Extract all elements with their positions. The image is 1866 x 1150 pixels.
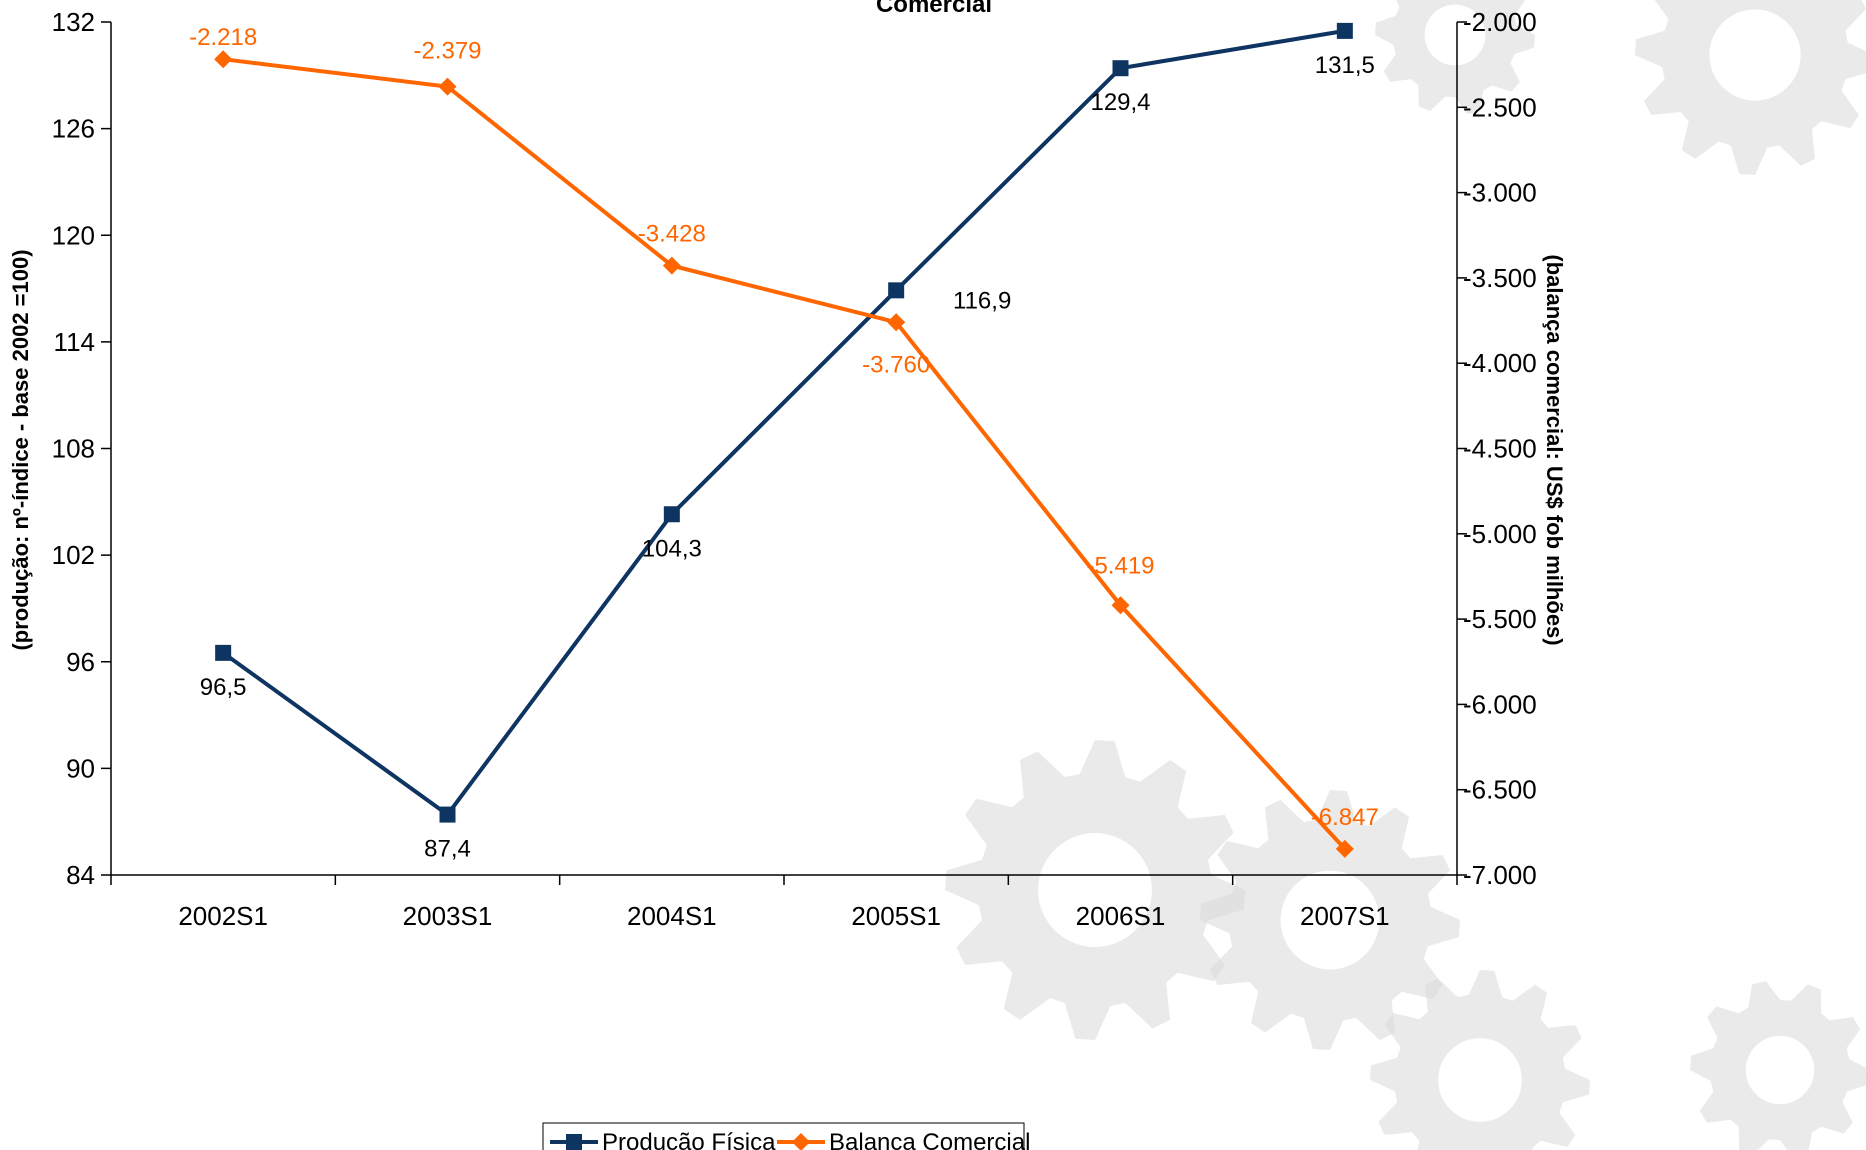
right-tick-label: -3.500 <box>1463 263 1537 293</box>
data-label-balanca: -2.379 <box>413 38 481 65</box>
legend-item-balanca: Balança Comercial <box>777 1129 1030 1150</box>
point-balanca <box>214 50 233 69</box>
gear-hole <box>1038 833 1152 947</box>
left-tick-label: 132 <box>52 7 95 37</box>
left-tick-label: 90 <box>66 753 95 783</box>
gear-icon <box>1370 970 1590 1150</box>
right-tick-label: -5.500 <box>1463 604 1537 634</box>
legend-label-producao: Produção Física <box>602 1129 776 1150</box>
right-axis-title: (balança comercial: US$ fob milhões) <box>1542 254 1567 645</box>
data-label-producao: 104,3 <box>642 535 702 562</box>
series-line-producao <box>221 28 1346 818</box>
data-label-producao: 131,5 <box>1315 52 1375 79</box>
x-tick-label: 2004S1 <box>627 901 717 931</box>
left-tick-label: 120 <box>52 220 95 250</box>
data-label-producao: 129,4 <box>1090 89 1150 116</box>
legend-marker-balanca <box>792 1133 810 1150</box>
right-tick-label: -6.000 <box>1463 689 1537 719</box>
x-tick-label: 2005S1 <box>851 901 941 931</box>
gear-hole <box>1745 1035 1815 1105</box>
point-producao <box>1112 60 1129 77</box>
gear-hole <box>1280 870 1380 970</box>
x-tick-label: 2003S1 <box>403 901 493 931</box>
series-line-balanca <box>222 57 1347 851</box>
gear-icon <box>945 740 1245 1040</box>
gear-hole <box>1438 1038 1522 1122</box>
right-tick-label: -6.500 <box>1463 775 1537 805</box>
right-tick-label: -3.000 <box>1463 178 1537 208</box>
left-tick-label: 108 <box>52 434 95 464</box>
left-tick-label: 114 <box>54 327 95 357</box>
data-label-balanca: -2.218 <box>189 24 257 51</box>
point-balanca <box>1111 596 1130 615</box>
point-balanca <box>887 313 906 332</box>
data-label-producao: 96,5 <box>200 674 247 701</box>
right-tick-label: -2.500 <box>1463 92 1537 122</box>
gear-icon <box>1375 0 1535 114</box>
point-producao <box>215 644 232 661</box>
point-balanca <box>1335 839 1354 858</box>
legend-item-producao: Produção Física <box>550 1129 776 1150</box>
right-tick-label: -2.000 <box>1463 7 1537 37</box>
left-axis-title: (produção: nº-índice - base 2002 =100) <box>8 249 33 650</box>
x-tick-label: 2007S1 <box>1300 901 1390 931</box>
x-tick-label: 2002S1 <box>178 901 268 931</box>
gear-hole <box>1424 4 1486 66</box>
x-axis-ticks: 2002S1 2003S1 2004S1 2005S1 2006S1 2007S1 <box>110 875 1458 931</box>
data-label-balanca: -6.847 <box>1311 804 1379 831</box>
data-label-balanca: -5.419 <box>1086 552 1154 579</box>
data-label-balanca: -3.760 <box>862 351 930 378</box>
left-tick-label: 126 <box>52 114 95 144</box>
left-tick-label: 84 <box>66 860 95 890</box>
legend-box <box>542 1122 1025 1150</box>
chart-title: Comercial <box>876 0 992 18</box>
point-producao <box>663 506 680 523</box>
data-label-balanca: -3.428 <box>638 221 706 248</box>
point-balanca <box>662 256 681 275</box>
gear-watermark-icon <box>945 0 1866 1150</box>
left-tick-label: 96 <box>66 647 95 677</box>
legend: Produção Física Balança Comercial <box>542 1122 1030 1150</box>
gear-icon <box>1635 0 1866 175</box>
point-producao <box>888 282 905 299</box>
gear-icon <box>1200 790 1460 1050</box>
right-tick-label: -5.000 <box>1463 519 1537 549</box>
point-producao <box>439 806 456 823</box>
data-label-producao: 87,4 <box>424 836 471 863</box>
left-axis-ticks: 84 90 96 102 108 114 120 126 132 <box>52 7 111 890</box>
legend-label-balanca: Balança Comercial <box>829 1129 1030 1150</box>
left-tick-label: 102 <box>52 540 95 570</box>
axes <box>110 22 1458 876</box>
right-tick-label: -4.000 <box>1463 348 1537 378</box>
data-labels-layer: 96,5 87,4 104,3 116,9 129,4 131,5 -2.218 -2.379… <box>189 24 1379 862</box>
legend-marker-producao <box>566 1134 582 1150</box>
right-axis-ticks: -7.000 -6.500 -6.000 -5.500 -5.000 -4.500 -4.0… <box>1457 7 1537 890</box>
x-tick-label: 2006S1 <box>1076 901 1166 931</box>
right-tick-label: -7.000 <box>1463 860 1537 890</box>
data-label-producao: 116,9 <box>953 287 1011 314</box>
gear-hole <box>1709 9 1801 101</box>
gear-icon <box>1690 981 1866 1150</box>
point-balanca <box>438 77 457 96</box>
right-tick-label: -4.500 <box>1463 434 1537 464</box>
series-layer <box>214 22 1354 858</box>
point-producao <box>1336 22 1353 39</box>
